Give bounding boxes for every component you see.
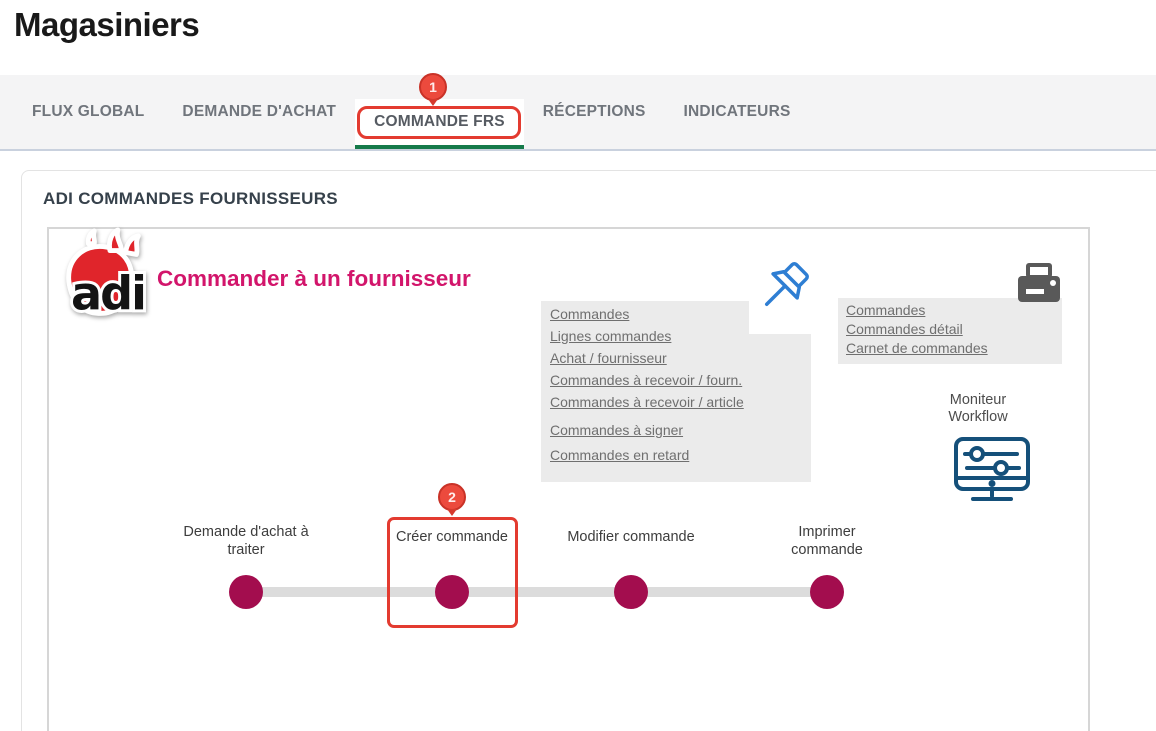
timeline-step-creer-commande[interactable]: Créer commande: [395, 529, 508, 545]
tab-receptions[interactable]: RÉCEPTIONS: [542, 103, 646, 120]
timeline-step-modifier-commande[interactable]: Modifier commande: [567, 529, 695, 545]
link-commandes[interactable]: Commandes: [550, 306, 630, 322]
timeline-dot-creer-commande[interactable]: [435, 575, 469, 609]
annotation-badge-2: 2: [438, 483, 466, 516]
annotation-box-step2: [387, 517, 518, 628]
page-title: Magasiniers: [14, 6, 200, 43]
adi-logo: adi: [66, 227, 150, 323]
tab-bar: FLUX GLOBAL DEMANDE D'ACHAT COMMANDE FRS…: [0, 75, 1156, 151]
timeline-dot-modifier-commande[interactable]: [614, 575, 648, 609]
workflow-monitor-icon[interactable]: [953, 436, 1031, 506]
workflow-label-line2: Workflow: [948, 409, 1008, 425]
timeline-dot-imprimer-commande[interactable]: [810, 575, 844, 609]
link-print-carnet-commandes[interactable]: Carnet de commandes: [846, 340, 988, 356]
timeline-dot-demande-achat[interactable]: [229, 575, 263, 609]
link-commandes-recevoir-article[interactable]: Commandes à recevoir / article: [550, 394, 744, 410]
link-print-commandes[interactable]: Commandes: [846, 302, 926, 318]
annotation-box-step1: [357, 106, 521, 139]
link-commandes-a-signer[interactable]: Commandes à signer: [550, 422, 684, 438]
printer-icon: [1018, 263, 1060, 302]
link-commandes-recevoir-fourn[interactable]: Commandes à recevoir / fourn.: [550, 372, 743, 388]
timeline-step-imprimer-commande[interactable]: Imprimer commande: [791, 524, 863, 558]
tab-flux-global[interactable]: FLUX GLOBAL: [32, 103, 145, 120]
annotation-badge-1: 1: [419, 73, 447, 106]
tab-indicateurs[interactable]: INDICATEURS: [683, 103, 791, 120]
link-commandes-en-retard[interactable]: Commandes en retard: [550, 447, 690, 463]
timeline-connector: [246, 587, 831, 597]
adi-logo-text: adi: [71, 266, 145, 320]
workflow-label-line1: Moniteur: [949, 392, 1007, 408]
link-print-commandes-detail[interactable]: Commandes détail: [846, 321, 963, 337]
print-links-box: Commandes Commandes détail Carnet de com…: [838, 298, 1062, 364]
section-heading: ADI COMMANDES FOURNISSEURS: [43, 189, 338, 208]
tab-demande-achat[interactable]: DEMANDE D'ACHAT: [182, 103, 337, 120]
link-achat-fournisseur[interactable]: Achat / fournisseur: [550, 350, 667, 366]
timeline-step-demande-achat[interactable]: Demande d'achat à traiter: [183, 524, 309, 558]
link-lignes-commandes[interactable]: Lignes commandes: [550, 328, 672, 344]
pushpin-icon: [749, 258, 817, 334]
card-title: Commander à un fournisseur: [157, 266, 471, 291]
workflow-monitor-label: Moniteur Workflow: [928, 392, 1028, 426]
